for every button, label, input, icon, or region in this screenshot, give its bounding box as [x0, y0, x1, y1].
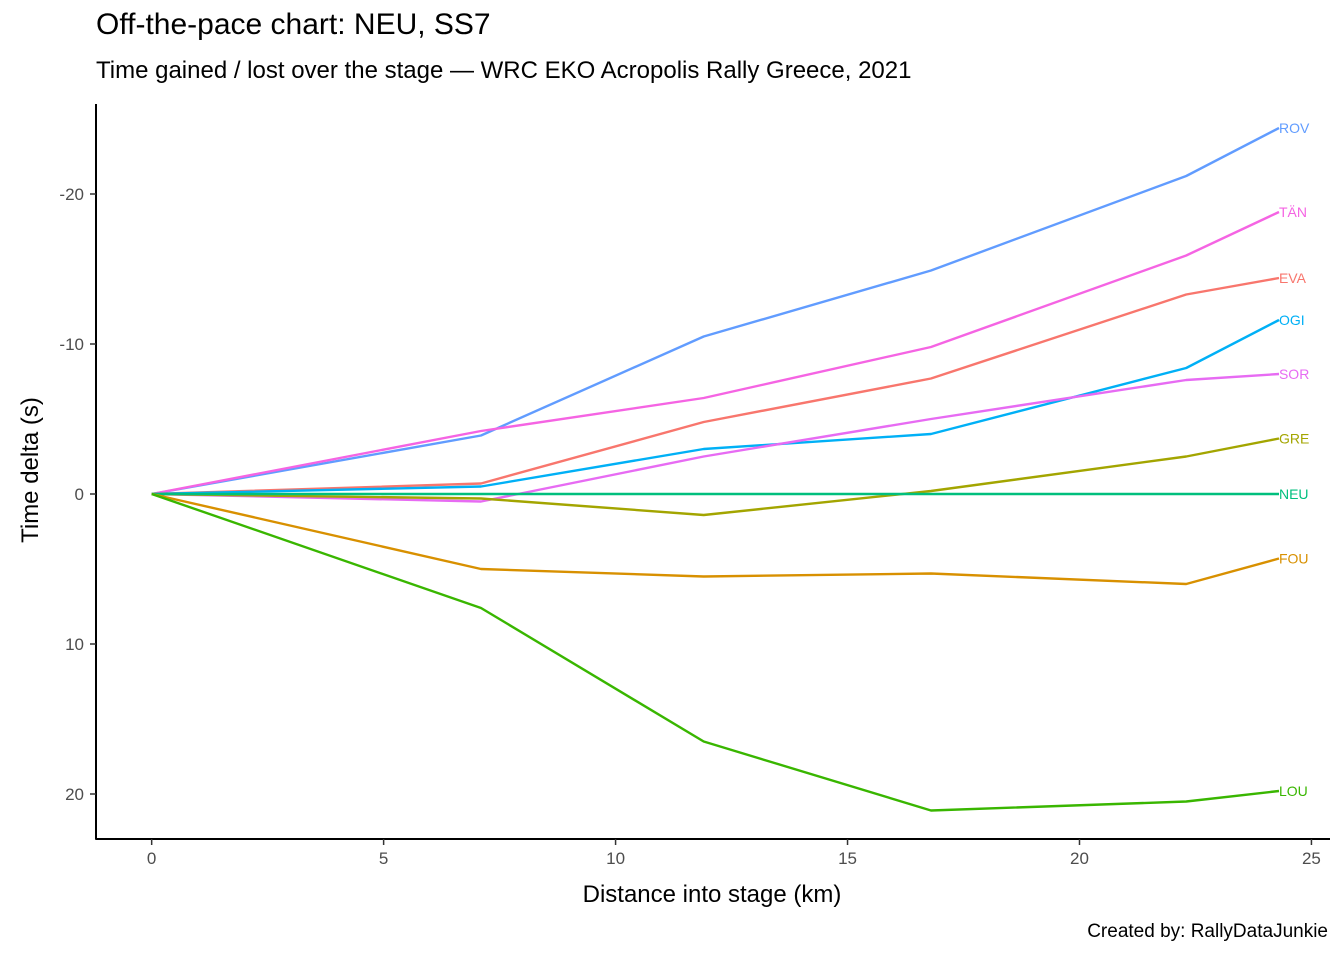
caption: Created by: RallyDataJunkie — [1087, 921, 1328, 942]
x-axis-title: Distance into stage (km) — [583, 881, 842, 908]
series-label-tän: TÄN — [1279, 204, 1307, 220]
y-tick-label: 20 — [65, 785, 84, 804]
x-tick-label: 5 — [379, 849, 388, 868]
series-line-tän — [151, 210, 1280, 496]
x-tick-label: 15 — [838, 849, 857, 868]
series-label-fou: FOU — [1279, 551, 1309, 567]
chart-title: Off-the-pace chart: NEU, SS7 — [96, 8, 491, 41]
series-label-neu: NEU — [1279, 486, 1309, 502]
series-end-labels: ROV TÄN EVA OGI SOR GRE NEU FOU LOU — [1279, 120, 1310, 799]
series-label-lou: LOU — [1279, 783, 1308, 799]
axes: 0 5 10 15 20 25 -20 -10 0 10 20 — [59, 104, 1330, 868]
series-line-fou — [151, 492, 1280, 586]
chart-subtitle: Time gained / lost over the stage — WRC … — [96, 57, 912, 84]
y-tick-label: 0 — [75, 485, 84, 504]
series-line-gre — [151, 437, 1280, 517]
series-lines — [151, 126, 1280, 812]
series-line-lou — [151, 492, 1280, 812]
x-tick-label: 25 — [1302, 849, 1321, 868]
series-label-eva: EVA — [1279, 270, 1307, 286]
y-axis-title: Time delta (s) — [17, 397, 44, 543]
series-line-eva — [151, 276, 1280, 496]
series-line-rov — [151, 126, 1280, 496]
series-line-sor — [151, 372, 1280, 503]
series-line-ogi — [151, 318, 1280, 496]
x-tick-label: 20 — [1070, 849, 1089, 868]
y-tick-label: -10 — [59, 335, 84, 354]
x-tick-label: 10 — [606, 849, 625, 868]
y-tick-label: -20 — [59, 185, 84, 204]
y-tick-label: 10 — [65, 635, 84, 654]
series-label-ogi: OGI — [1279, 312, 1305, 328]
series-label-rov: ROV — [1279, 120, 1310, 136]
series-label-gre: GRE — [1279, 431, 1309, 447]
x-tick-label: 0 — [147, 849, 156, 868]
series-label-sor: SOR — [1279, 366, 1309, 382]
